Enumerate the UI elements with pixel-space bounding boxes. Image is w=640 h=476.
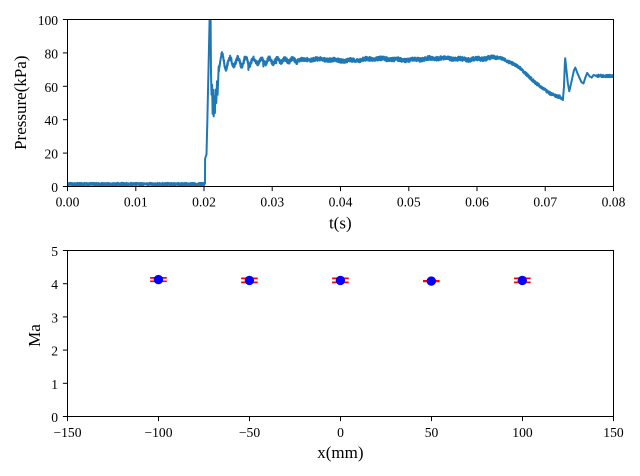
svg-text:60: 60 <box>45 80 59 95</box>
svg-text:0.03: 0.03 <box>260 194 284 209</box>
svg-text:3: 3 <box>51 310 58 325</box>
svg-text:2: 2 <box>51 344 58 359</box>
svg-text:x(mm): x(mm) <box>317 443 363 462</box>
svg-text:4: 4 <box>51 277 58 292</box>
svg-text:40: 40 <box>45 113 59 128</box>
svg-text:0.00: 0.00 <box>56 194 80 209</box>
svg-text:−150: −150 <box>53 425 81 440</box>
svg-text:0.01: 0.01 <box>124 194 148 209</box>
svg-text:5: 5 <box>51 244 58 259</box>
svg-text:1: 1 <box>51 377 58 392</box>
svg-text:Pressure(kPa): Pressure(kPa) <box>11 55 30 149</box>
svg-text:100: 100 <box>512 425 533 440</box>
svg-text:−100: −100 <box>144 425 172 440</box>
svg-text:0: 0 <box>51 180 58 195</box>
svg-text:0.02: 0.02 <box>192 194 216 209</box>
svg-text:150: 150 <box>603 425 624 440</box>
svg-text:t(s): t(s) <box>329 214 352 233</box>
svg-text:−50: −50 <box>239 425 260 440</box>
svg-text:20: 20 <box>45 147 59 162</box>
svg-text:0.05: 0.05 <box>397 194 421 209</box>
svg-text:0: 0 <box>51 410 58 425</box>
svg-text:80: 80 <box>45 46 59 61</box>
svg-text:Ma: Ma <box>25 324 44 347</box>
svg-text:0: 0 <box>337 425 344 440</box>
svg-text:100: 100 <box>38 13 59 28</box>
svg-text:0.08: 0.08 <box>602 194 626 209</box>
svg-text:0.07: 0.07 <box>533 194 557 209</box>
svg-text:50: 50 <box>425 425 439 440</box>
svg-text:0.04: 0.04 <box>329 194 353 209</box>
svg-text:0.06: 0.06 <box>465 194 489 209</box>
